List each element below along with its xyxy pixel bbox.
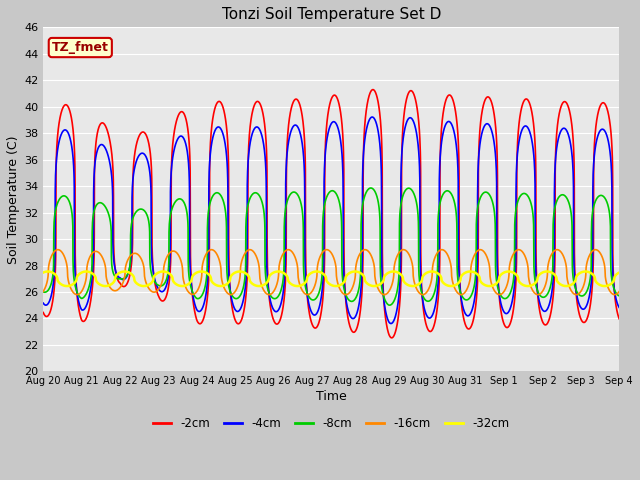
-32cm: [294, 283, 301, 289]
-8cm: [200, 288, 208, 293]
-32cm: [615, 270, 623, 276]
-8cm: [386, 302, 394, 308]
-32cm: [163, 269, 170, 275]
Line: -4cm: -4cm: [44, 117, 620, 324]
-2cm: [615, 316, 623, 322]
-16cm: [200, 256, 208, 262]
Legend: -2cm, -4cm, -8cm, -16cm, -32cm: -2cm, -4cm, -8cm, -16cm, -32cm: [148, 412, 514, 434]
-4cm: [615, 304, 623, 310]
-16cm: [40, 288, 47, 294]
Y-axis label: Soil Temperature (C): Soil Temperature (C): [7, 135, 20, 264]
-4cm: [561, 126, 569, 132]
Line: -32cm: -32cm: [44, 272, 620, 286]
-32cm: [398, 273, 406, 278]
-8cm: [40, 289, 47, 295]
-32cm: [616, 270, 623, 276]
-16cm: [615, 289, 623, 295]
-32cm: [388, 269, 396, 275]
Line: -8cm: -8cm: [44, 188, 620, 305]
-16cm: [398, 247, 406, 253]
-2cm: [163, 292, 170, 298]
-32cm: [275, 269, 282, 275]
-8cm: [561, 193, 569, 199]
-16cm: [616, 288, 623, 294]
-16cm: [388, 282, 396, 288]
-4cm: [40, 300, 47, 306]
X-axis label: Time: Time: [316, 390, 347, 404]
-16cm: [303, 292, 311, 298]
-4cm: [368, 114, 376, 120]
-2cm: [398, 148, 406, 154]
-32cm: [200, 269, 208, 275]
Line: -2cm: -2cm: [44, 90, 620, 338]
-2cm: [369, 87, 377, 93]
-8cm: [398, 196, 406, 202]
-4cm: [200, 300, 208, 306]
Title: Tonzi Soil Temperature Set D: Tonzi Soil Temperature Set D: [221, 7, 441, 22]
-2cm: [200, 314, 208, 320]
-2cm: [561, 99, 569, 105]
-2cm: [388, 335, 396, 341]
-16cm: [284, 247, 292, 252]
-32cm: [40, 270, 47, 276]
-2cm: [616, 316, 623, 322]
-8cm: [616, 293, 623, 299]
-2cm: [40, 310, 47, 315]
-16cm: [163, 255, 170, 261]
-4cm: [616, 305, 623, 311]
-16cm: [561, 257, 569, 263]
-2cm: [388, 335, 396, 341]
-8cm: [388, 301, 396, 307]
-4cm: [398, 149, 406, 155]
Text: TZ_fmet: TZ_fmet: [52, 41, 109, 54]
-8cm: [367, 185, 374, 191]
-4cm: [163, 282, 170, 288]
-8cm: [615, 293, 623, 299]
-8cm: [163, 276, 170, 282]
-4cm: [388, 320, 396, 326]
-4cm: [387, 321, 395, 326]
Line: -16cm: -16cm: [44, 250, 620, 295]
-32cm: [561, 283, 569, 289]
